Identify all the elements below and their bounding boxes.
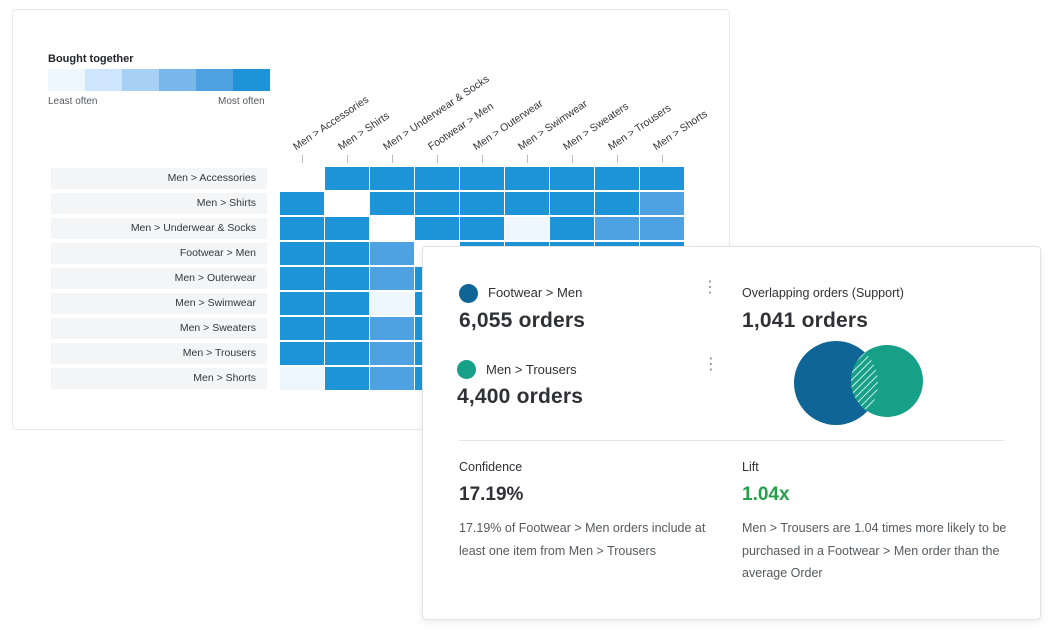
legend-color-scale xyxy=(48,69,270,91)
legend-low-label: Least often xyxy=(48,96,98,107)
heatmap-cell[interactable] xyxy=(640,192,684,215)
heatmap-cell[interactable] xyxy=(280,342,324,365)
segment-b-orders: 4,400 orders xyxy=(457,385,584,408)
column-tick xyxy=(571,155,573,163)
legend-swatch xyxy=(196,69,233,91)
column-tick xyxy=(481,155,483,163)
confidence-label: Confidence xyxy=(459,460,523,474)
heatmap-cell[interactable] xyxy=(370,242,414,265)
confidence-description: 17.19% of Footwear > Men orders include … xyxy=(459,521,706,558)
legend-swatch xyxy=(122,69,159,91)
lift-description: Men > Trousers are 1.04 times more likel… xyxy=(742,521,1007,580)
heatmap-cell[interactable] xyxy=(550,192,594,215)
lift-label: Lift xyxy=(742,460,759,474)
row-label: Men > Trousers xyxy=(51,343,267,364)
row-label: Men > Sweaters xyxy=(51,318,267,339)
heatmap-cell[interactable] xyxy=(460,167,504,190)
heatmap-cell[interactable] xyxy=(325,217,369,240)
heatmap-cell[interactable] xyxy=(325,267,369,290)
segment-a-name: Footwear > Men xyxy=(488,285,583,300)
legend-swatch xyxy=(85,69,122,91)
column-tick xyxy=(301,155,303,163)
association-detail-card: Footwear > Men 6,055 orders ⋮ Men > Trou… xyxy=(422,246,1041,620)
heatmap-cell[interactable] xyxy=(640,167,684,190)
column-tick xyxy=(346,155,348,163)
heatmap-cell[interactable] xyxy=(280,292,324,315)
heatmap-cell[interactable] xyxy=(460,192,504,215)
heatmap-cell[interactable] xyxy=(370,192,414,215)
heatmap-cell[interactable] xyxy=(595,167,639,190)
column-tick xyxy=(616,155,618,163)
heatmap-cell[interactable] xyxy=(370,267,414,290)
heatmap-cell[interactable] xyxy=(550,217,594,240)
heatmap-cell[interactable] xyxy=(550,167,594,190)
heatmap-cell[interactable] xyxy=(370,292,414,315)
heatmap-cell[interactable] xyxy=(505,217,549,240)
heatmap-cell[interactable] xyxy=(640,217,684,240)
row-label: Men > Swimwear xyxy=(51,293,267,314)
heatmap-cell[interactable] xyxy=(415,217,459,240)
legend-swatch xyxy=(233,69,270,91)
row-label: Men > Underwear & Socks xyxy=(51,218,267,239)
segment-b-name: Men > Trousers xyxy=(486,362,577,377)
heatmap-cell[interactable] xyxy=(370,342,414,365)
heatmap-cell[interactable] xyxy=(325,367,369,390)
overlap-label: Overlapping orders (Support) xyxy=(742,286,904,300)
segment-a-orders: 6,055 orders xyxy=(459,309,586,332)
column-tick xyxy=(526,155,528,163)
column-tick xyxy=(661,155,663,163)
heatmap-cell[interactable] xyxy=(460,217,504,240)
heatmap-cell[interactable] xyxy=(280,192,324,215)
heatmap-cell[interactable] xyxy=(280,317,324,340)
confidence-value: 17.19% xyxy=(459,484,524,505)
segment-a-more-icon[interactable]: ⋮ xyxy=(702,279,718,296)
column-tick xyxy=(436,155,438,163)
row-label: Men > Outerwear xyxy=(51,268,267,289)
venn-overlap xyxy=(851,345,878,417)
card-divider xyxy=(459,440,1004,441)
heatmap-cell[interactable] xyxy=(505,192,549,215)
column-label: Men > Accessories xyxy=(290,93,371,153)
heatmap-cell[interactable] xyxy=(325,342,369,365)
legend-high-label: Most often xyxy=(218,96,265,107)
heatmap-cell[interactable] xyxy=(370,167,414,190)
heatmap-cell[interactable] xyxy=(325,317,369,340)
segment-a-color-dot xyxy=(459,284,478,303)
heatmap-cell[interactable] xyxy=(415,192,459,215)
legend-swatch xyxy=(159,69,196,91)
overlap-orders: 1,041 orders xyxy=(742,309,869,332)
row-label: Men > Accessories xyxy=(51,168,267,189)
heatmap-cell[interactable] xyxy=(280,217,324,240)
heatmap-cell[interactable] xyxy=(280,267,324,290)
row-label: Men > Shorts xyxy=(51,368,267,389)
column-tick xyxy=(391,155,393,163)
segment-b-color-dot xyxy=(457,360,476,379)
legend-title: Bought together xyxy=(48,53,134,65)
heatmap-cell[interactable] xyxy=(280,367,324,390)
row-label: Footwear > Men xyxy=(51,243,267,264)
legend-swatch xyxy=(48,69,85,91)
venn-diagram xyxy=(794,341,923,425)
heatmap-cell[interactable] xyxy=(370,317,414,340)
heatmap-cell[interactable] xyxy=(325,167,369,190)
heatmap-cell[interactable] xyxy=(595,217,639,240)
heatmap-cell[interactable] xyxy=(595,192,639,215)
segment-b-more-icon[interactable]: ⋮ xyxy=(703,356,719,373)
heatmap-cell[interactable] xyxy=(370,367,414,390)
lift-value: 1.04x xyxy=(742,484,790,505)
heatmap-cell[interactable] xyxy=(505,167,549,190)
heatmap-cell[interactable] xyxy=(280,242,324,265)
heatmap-cell[interactable] xyxy=(415,167,459,190)
heatmap-cell[interactable] xyxy=(325,242,369,265)
row-label: Men > Shirts xyxy=(51,193,267,214)
heatmap-cell[interactable] xyxy=(325,292,369,315)
